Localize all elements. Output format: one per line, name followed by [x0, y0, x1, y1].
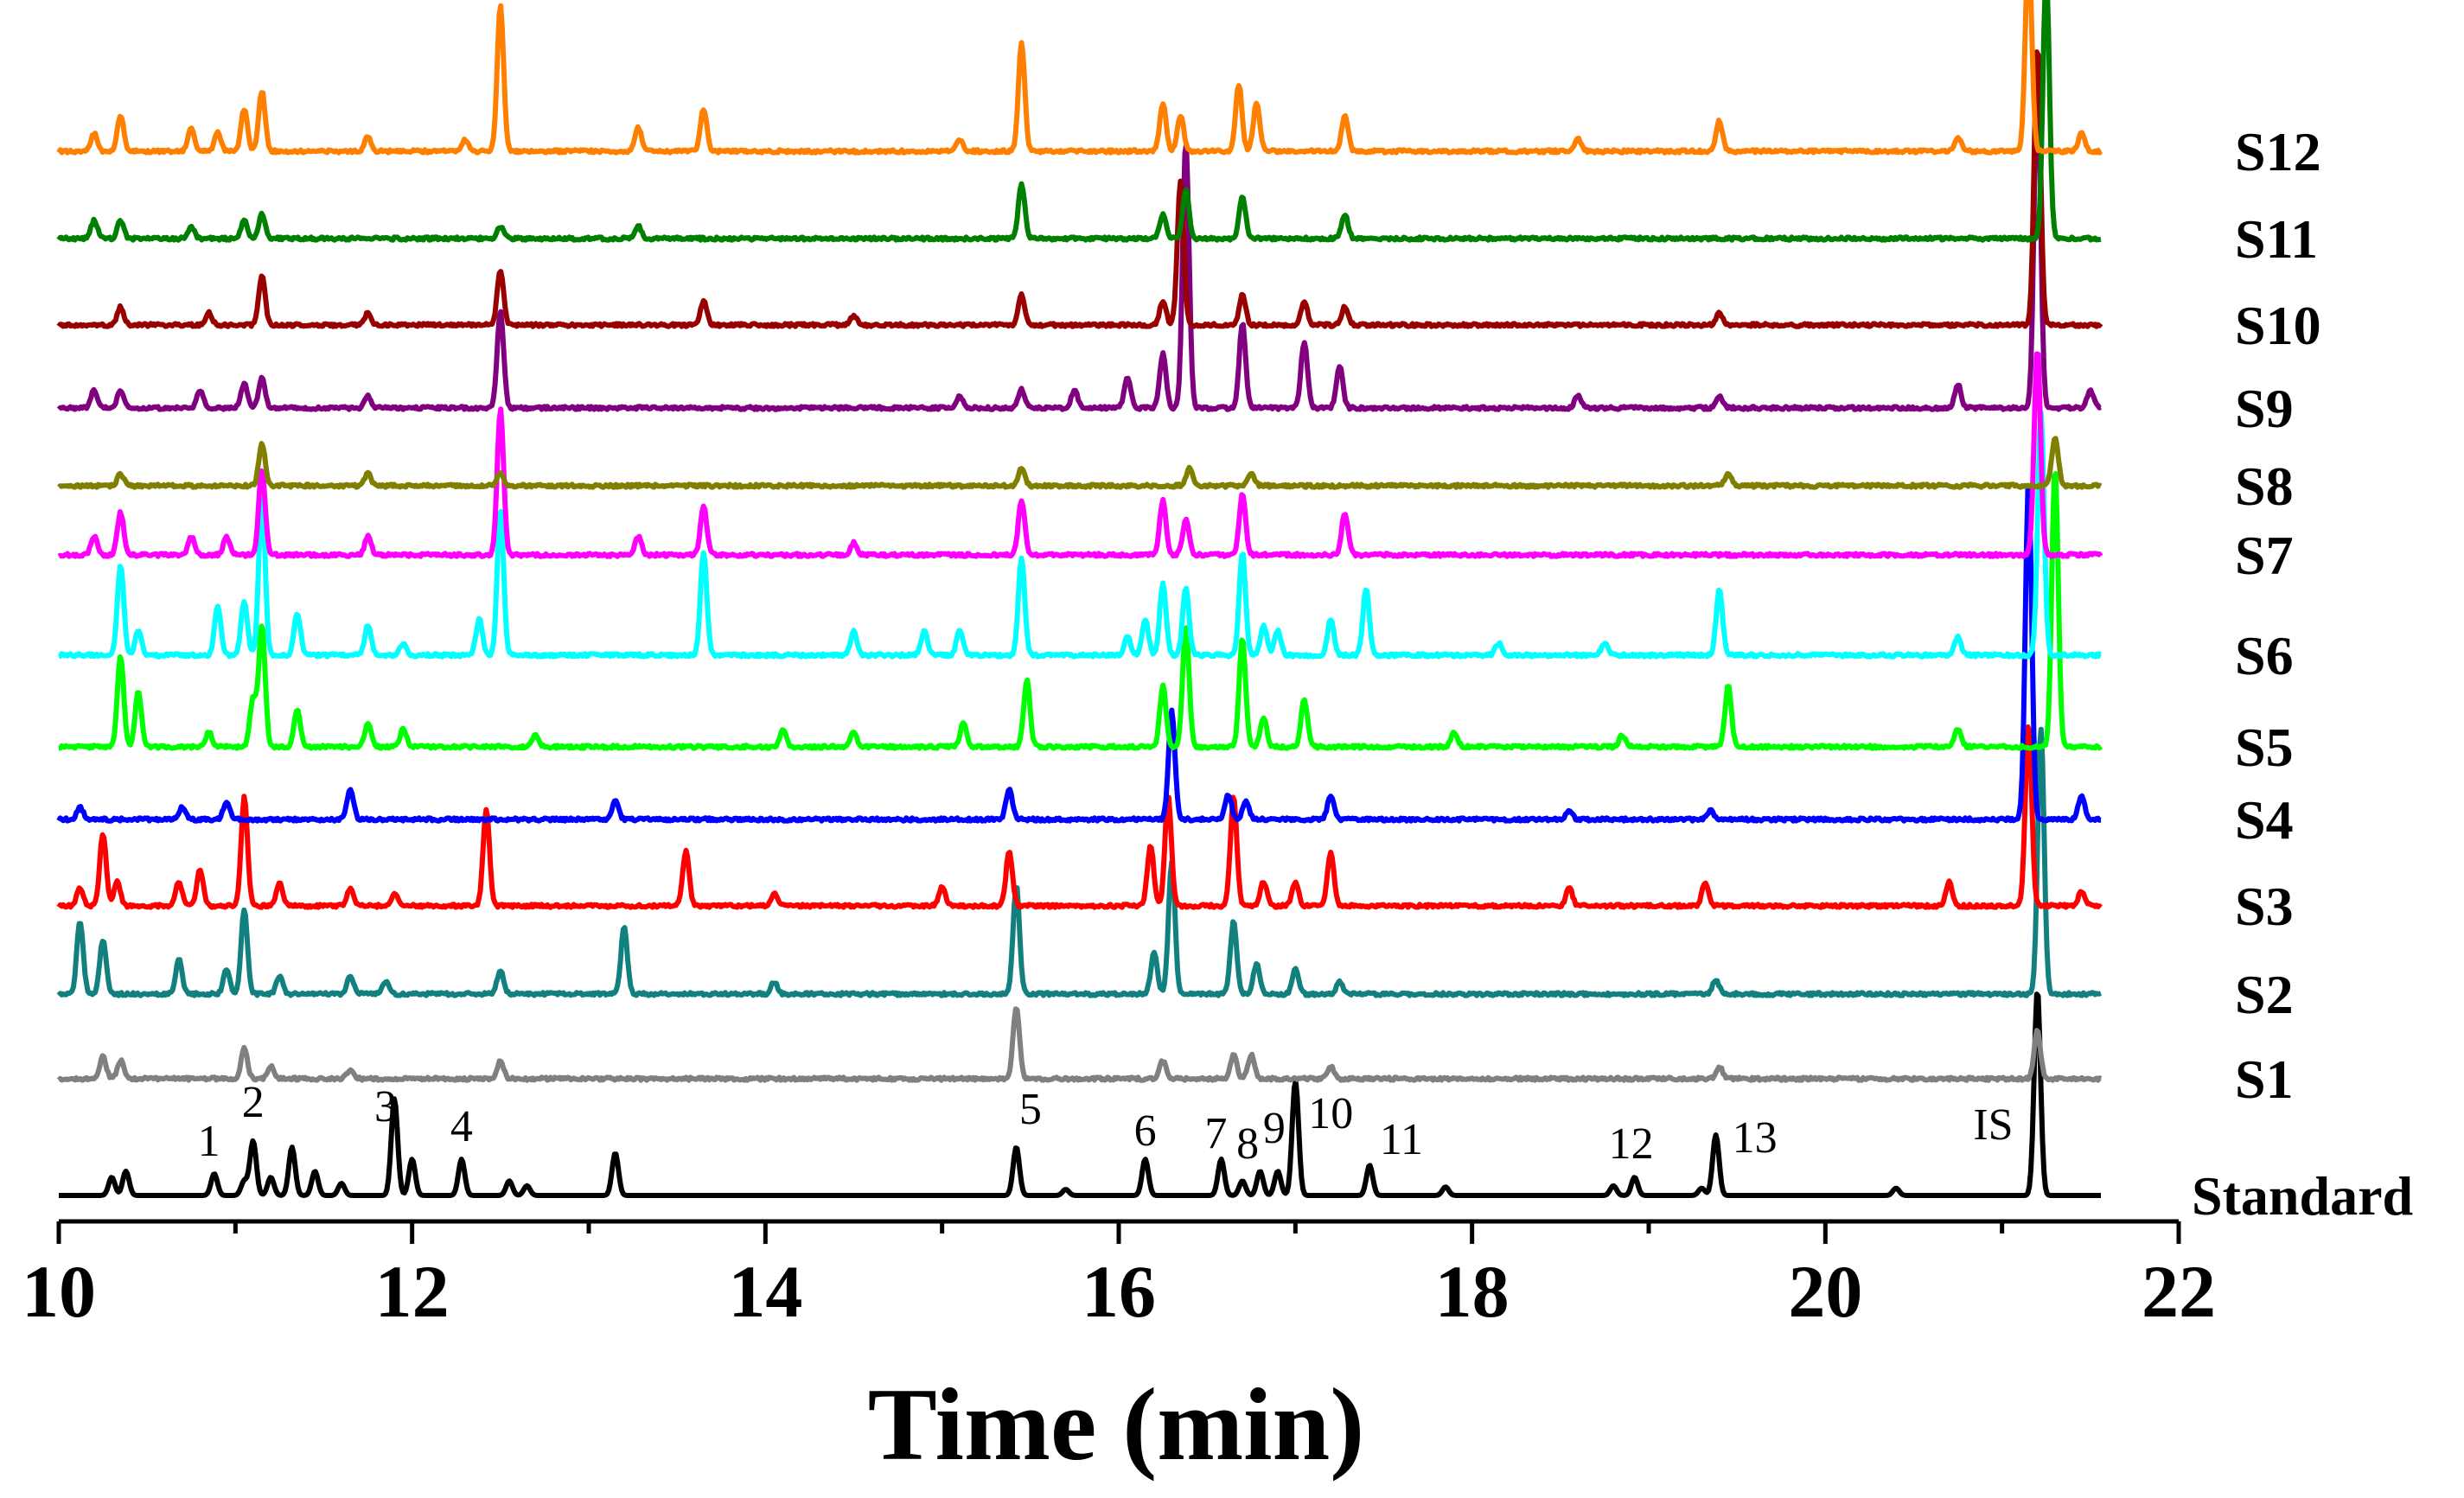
trace-s4 — [56, 483, 2103, 824]
trace-s9 — [56, 72, 2103, 412]
x-axis-title: Time (min) — [868, 1367, 1364, 1482]
trace-s1 — [56, 1006, 2103, 1083]
series-label-s4: S4 — [2235, 789, 2294, 851]
x-tick-label: 20 — [1788, 1250, 1862, 1333]
series-labels-group: Standard S1 S2 S3 S4 S5 S6 S7 S8 S9 S10 S11 S12 — [2192, 121, 2413, 1227]
peak-label-1: 1 — [198, 1117, 220, 1166]
peak-label-9: 9 — [1263, 1104, 1286, 1153]
x-tick-label: 16 — [1082, 1250, 1156, 1333]
series-label-s8: S8 — [2235, 456, 2294, 517]
peak-label-10: 10 — [1308, 1089, 1353, 1138]
trace-s8 — [57, 436, 2103, 490]
series-label-s10: S10 — [2235, 295, 2321, 356]
traces-group — [56, 0, 2103, 1198]
peak-label-13: 13 — [1733, 1113, 1778, 1163]
series-label-s5: S5 — [2235, 717, 2294, 778]
x-tick-label: 10 — [22, 1250, 96, 1333]
peak-label-3: 3 — [374, 1082, 397, 1131]
trace-s7 — [57, 351, 2103, 559]
trace-s3 — [56, 724, 2103, 910]
series-label-s6: S6 — [2235, 625, 2294, 686]
series-label-s1: S1 — [2235, 1049, 2294, 1110]
trace-s12 — [56, 0, 2103, 156]
series-label-s3: S3 — [2235, 876, 2294, 937]
series-label-s12: S12 — [2235, 121, 2321, 182]
peak-label-4: 4 — [450, 1102, 473, 1151]
x-tick-label: 14 — [728, 1250, 802, 1333]
series-label-s9: S9 — [2235, 378, 2294, 439]
peak-label-11: 11 — [1380, 1115, 1423, 1164]
trace-s10 — [56, 49, 2103, 329]
series-label-s2: S2 — [2235, 964, 2294, 1025]
peak-label-12: 12 — [1609, 1119, 1654, 1169]
x-tick-label: 12 — [375, 1250, 450, 1333]
trace-s11 — [56, 0, 2103, 243]
x-axis-ticks: 10 12 14 16 18 20 22 — [22, 1221, 2216, 1333]
peak-label-2: 2 — [242, 1078, 265, 1127]
peak-label-5: 5 — [1019, 1085, 1042, 1134]
peak-label-7: 7 — [1204, 1109, 1227, 1158]
series-label-s11: S11 — [2235, 208, 2318, 270]
trace-s2 — [56, 726, 2103, 998]
peak-label-8: 8 — [1236, 1119, 1259, 1169]
trace-s6 — [57, 410, 2103, 660]
x-tick-label: 18 — [1435, 1250, 1510, 1333]
peak-label-6: 6 — [1134, 1106, 1157, 1156]
series-label-standard: Standard — [2192, 1165, 2413, 1227]
series-label-s7: S7 — [2235, 525, 2294, 586]
peak-label-is: IS — [1973, 1100, 2013, 1150]
trace-s5 — [57, 471, 2103, 751]
trace-standard — [57, 991, 2103, 1198]
x-tick-label: 22 — [2142, 1250, 2216, 1333]
